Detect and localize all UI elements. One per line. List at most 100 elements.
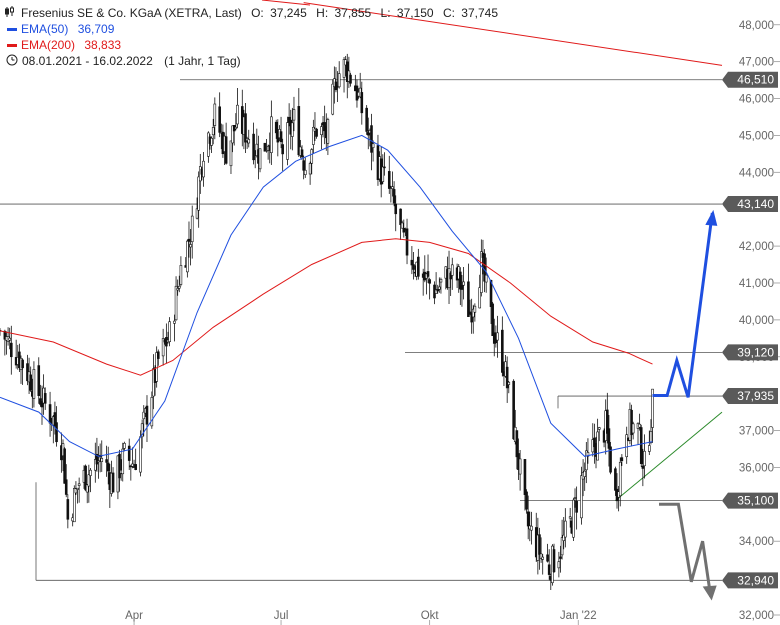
candle-body [618,461,622,497]
candle-body [315,128,318,137]
x-tick-label: Apr [125,610,143,622]
ema50-value: 36,709 [78,22,115,36]
candle-body [473,305,477,313]
y-tick-label: 36,000 [739,462,774,474]
candle-body [326,119,330,144]
candle-body [557,561,561,569]
candle-body [177,285,181,289]
ema50-swatch [7,28,17,31]
candle-body [139,436,142,473]
candle-body [106,462,110,472]
candle-body [489,279,493,307]
level-value: 43,140 [737,197,774,211]
candle-body [89,469,92,476]
candle-body [583,470,587,477]
candle-body [218,106,221,133]
candle-body [641,465,645,469]
candle-body [263,142,267,152]
level-tag [722,71,778,88]
trendline-resistance-start [261,0,311,6]
candle-body [515,430,519,458]
candle-body [370,125,373,153]
candle-body [85,484,89,493]
candle-body [174,285,178,321]
candle-body [586,452,590,457]
ema200-label: EMA(200) [21,38,75,52]
candle-body [438,286,441,290]
candle-body [573,497,577,499]
high-label: H: [316,6,328,20]
candle-body [84,465,87,491]
candle-body [450,264,454,276]
candle-body [596,431,599,461]
candle-body [471,308,475,318]
low-label: L: [381,6,391,20]
candle-body [74,488,78,494]
level-value: 32,940 [737,573,774,587]
svg-text:Fresenius SE & Co. KGaA (XETRA: Fresenius SE & Co. KGaA (XETRA, Last) O:… [21,6,498,20]
y-tick-label: 32,000 [739,610,774,622]
candle-body [176,288,179,291]
level-tag [722,344,778,361]
y-tick-label: 34,000 [739,536,774,548]
candle-body [195,208,199,219]
candle-body [66,499,70,520]
open-label: O: [251,6,264,20]
candle-body [202,160,205,178]
candle-body [410,259,414,266]
candle-body [436,289,440,292]
candle-body [392,189,396,204]
candlesticks [0,53,654,591]
candle-body [3,330,7,340]
candle-body [229,140,233,167]
candle-body [161,338,165,357]
candle-body [609,446,612,473]
candle-body [494,338,498,344]
candle-body [638,423,641,428]
candle-body [512,380,515,440]
high-value: 37,855 [335,6,372,20]
ema200-value: 38,833 [84,38,121,52]
level-tag [722,196,778,213]
candle-body [337,73,341,88]
y-tick-label: 45,000 [739,130,774,142]
candle-body [546,554,549,562]
candle-body [224,136,228,164]
candle-body [297,106,301,156]
candle-body [168,321,171,343]
candle-body [559,556,562,559]
candle-body [434,289,438,294]
candle-body [190,215,194,243]
bullish-arrowhead-icon [705,209,718,226]
candle-body [387,171,391,189]
candle-body [575,500,578,513]
y-tick-label: 42,000 [739,241,774,253]
close-label: C: [443,6,455,20]
candle-body [95,453,99,465]
candle-body [539,553,543,559]
level-value: 46,510 [737,73,774,87]
candle-body [197,176,200,211]
candle-body [459,271,462,290]
ema200-line [0,238,653,376]
level-labels: 46,510 43,140 39,120 37,935 35,100 32,940 [722,71,778,589]
candle-body [639,427,643,464]
candle-body [491,303,494,336]
svg-text:08.01.2021 - 16.02.2022: 08.01.2021 - 16.02.2022 (1 Jahr, 1 Tag) [22,54,241,68]
candle-body [470,312,473,323]
candle-body [496,332,499,341]
close-value: 37,745 [461,6,498,20]
level-tag [722,492,778,509]
candle-body [507,381,511,385]
candle-body [552,549,556,573]
level-value: 35,100 [737,494,774,508]
date-range: 08.01.2021 - 16.02.2022 [22,54,153,68]
candle-body [607,428,611,449]
candle-body [501,329,504,373]
candle-body [63,448,66,484]
candle-body [93,459,97,471]
candle-body [189,244,192,248]
scenario-arrows [652,209,718,601]
candle-body [320,126,323,136]
candle-body [449,272,452,280]
